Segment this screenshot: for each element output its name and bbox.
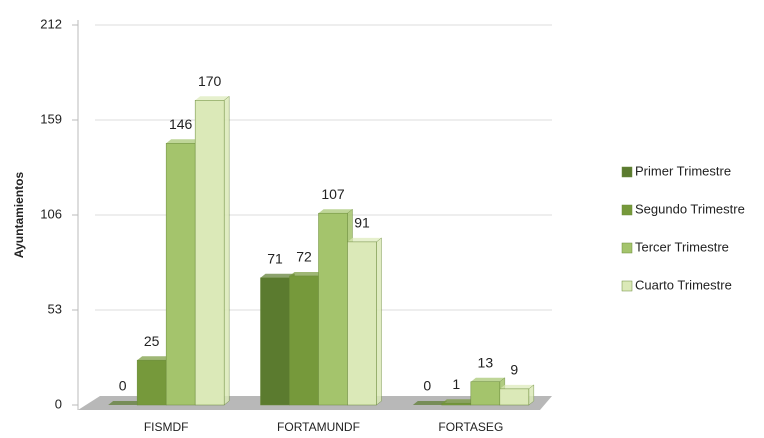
legend-swatch [621, 204, 633, 216]
data-label: 91 [354, 215, 370, 231]
bar [289, 275, 319, 406]
data-label: 146 [169, 116, 193, 132]
bar-top [441, 399, 476, 404]
y-axis-label: Ayuntamientos [12, 172, 26, 259]
data-label: 0 [119, 378, 127, 394]
x-tick-label: FORTASEG [438, 420, 503, 434]
y-tick-label: 53 [48, 301, 62, 316]
data-label: 71 [267, 250, 283, 266]
y-tick-label: 212 [40, 16, 62, 31]
bar-top [108, 401, 143, 405]
x-tick-label: FISMDF [144, 420, 189, 434]
data-label: 170 [198, 73, 222, 89]
y-tick-label: 106 [40, 206, 62, 221]
legend-swatch [621, 242, 633, 254]
legend-label: Tercer Trimestre [635, 239, 729, 254]
bar [470, 381, 501, 406]
data-label: 0 [423, 378, 431, 394]
data-label: 1 [452, 376, 460, 392]
bar-top [260, 273, 295, 278]
bar-top [499, 384, 534, 389]
bar [318, 212, 348, 406]
bar [347, 241, 377, 406]
data-label: 9 [510, 362, 518, 378]
data-label: 72 [296, 249, 312, 265]
legend-label: Segundo Trimestre [635, 201, 745, 216]
data-label: 107 [321, 186, 345, 202]
bar [260, 277, 290, 406]
bar-top [137, 356, 172, 361]
bar [165, 143, 196, 406]
bar-top [195, 96, 230, 101]
legend-label: Primer Trimestre [635, 163, 731, 178]
bar-top [318, 209, 353, 214]
bar-top [412, 401, 447, 405]
bar-side [223, 95, 230, 406]
bar [441, 402, 472, 406]
legend-swatch [621, 280, 633, 292]
bar-top [347, 237, 382, 242]
bar-top [470, 377, 505, 382]
bar [194, 100, 225, 406]
data-label: 25 [144, 333, 160, 349]
bar-top [289, 271, 324, 276]
bar-side [376, 237, 382, 406]
legend-swatch [621, 166, 633, 178]
data-label: 13 [478, 354, 494, 370]
x-tick-label: FORTAMUNDF [277, 420, 360, 434]
bar [499, 388, 530, 406]
y-tick-label: 159 [40, 111, 62, 126]
bar-top [166, 139, 201, 144]
bar [136, 359, 167, 406]
legend-label: Cuarto Trimestre [635, 277, 732, 292]
y-tick-label: 0 [55, 396, 62, 411]
